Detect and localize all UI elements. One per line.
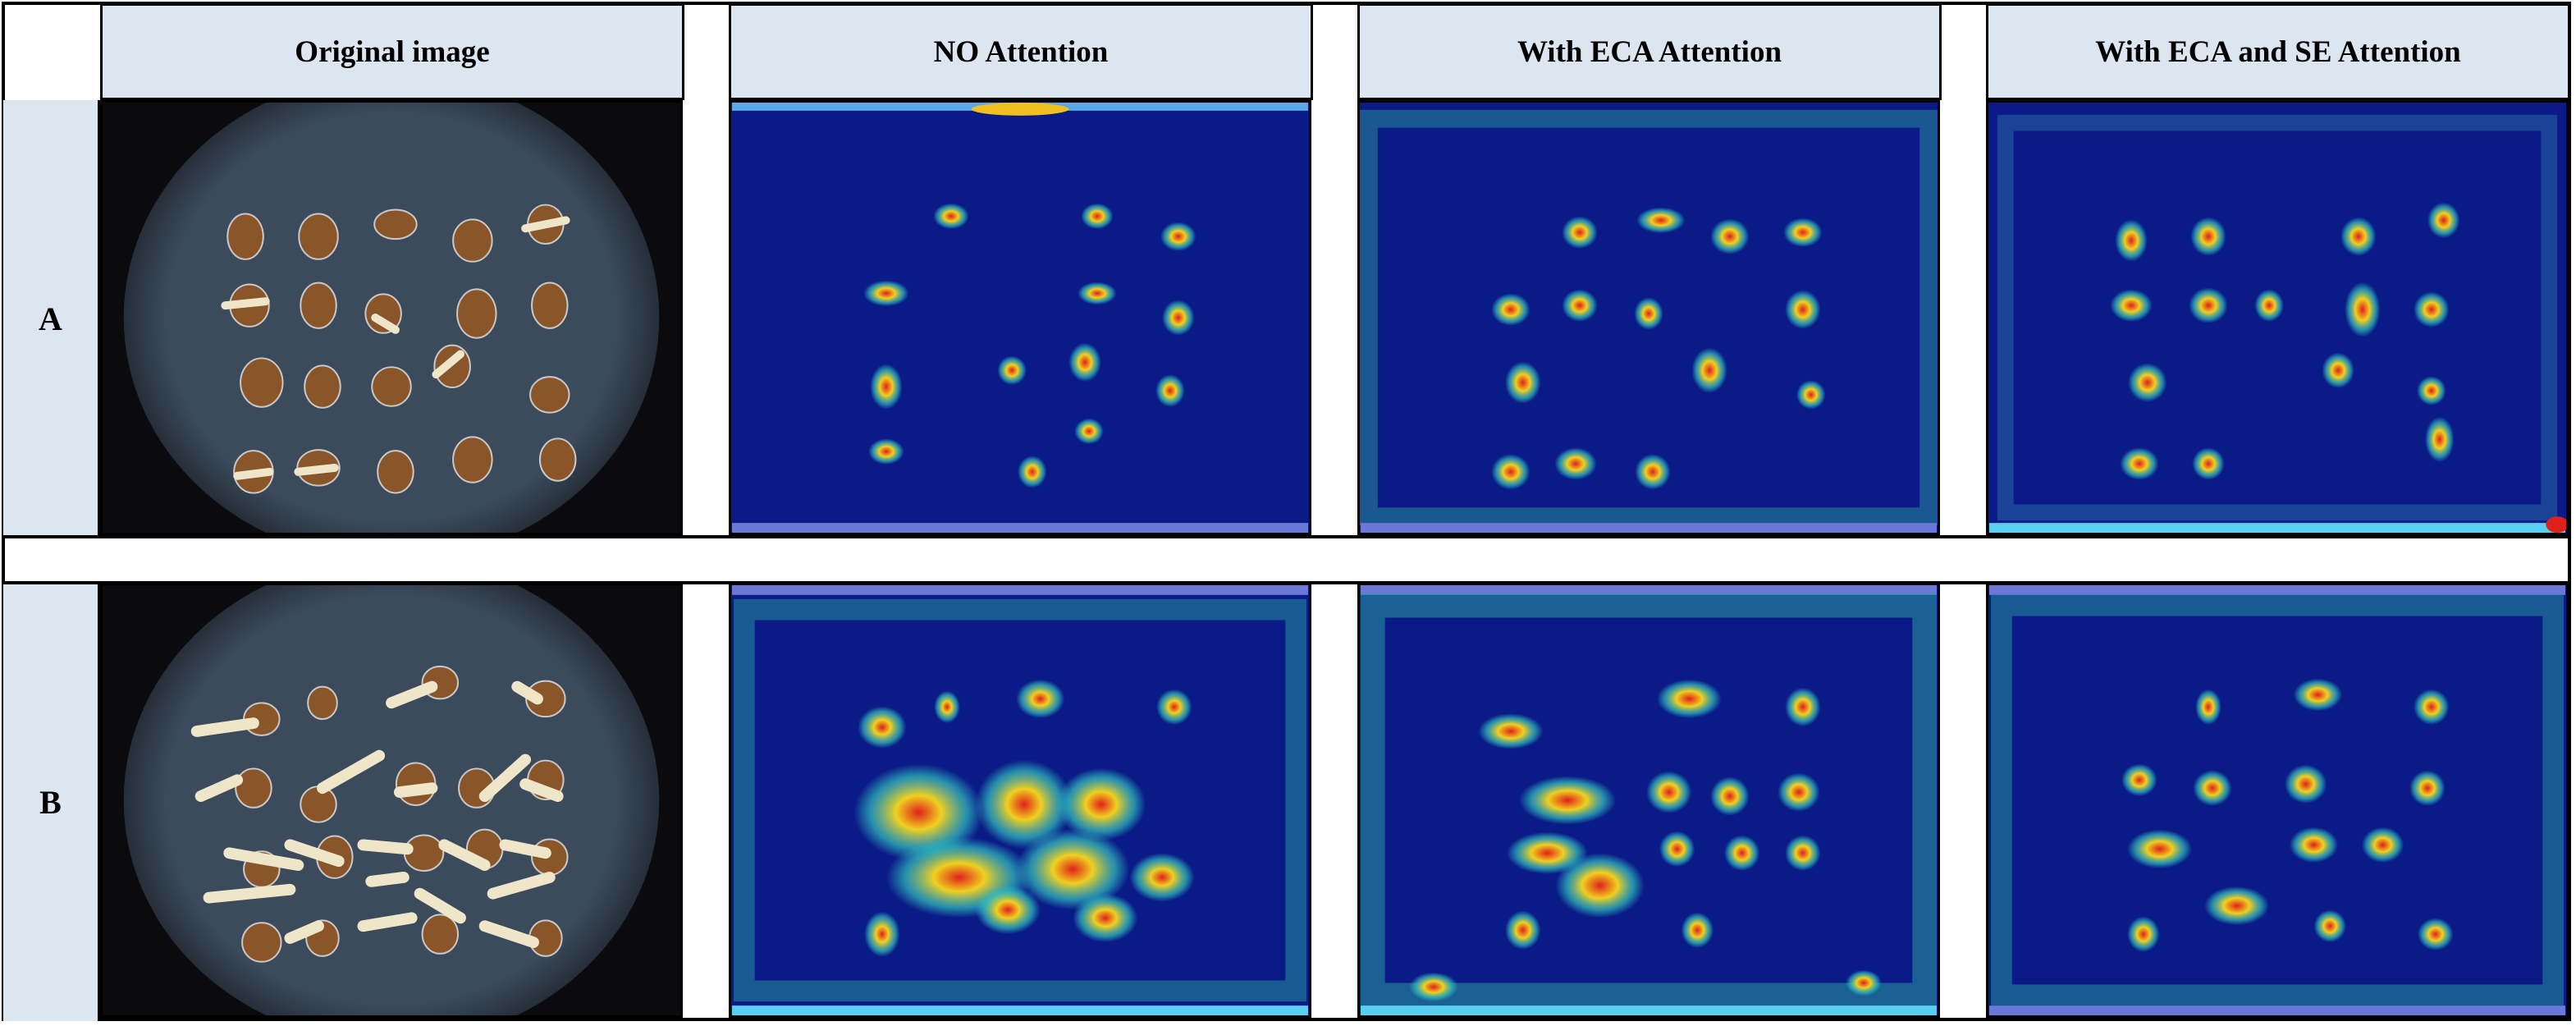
heatmap-a-eca-se — [1986, 100, 2569, 535]
image-b-original — [100, 583, 683, 1018]
heatmap-svg-b-no-attention — [732, 585, 1308, 1015]
image-a-original — [100, 100, 683, 535]
header-eca-se: With ECA and SE Attention — [1986, 3, 2570, 100]
heatmap-b-no-attention — [729, 583, 1311, 1018]
header-original: Original image — [100, 3, 684, 100]
header-eca-se-label: With ECA and SE Attention — [2095, 34, 2461, 69]
seed-photo-b — [123, 585, 660, 1015]
heatmap-svg-b-eca — [1361, 585, 1937, 1015]
heatmap-b-eca-se — [1986, 583, 2569, 1018]
row-divider-top — [3, 535, 2569, 538]
header-no-attention: NO Attention — [729, 3, 1313, 100]
heatmap-a-eca — [1357, 100, 1940, 535]
header-eca-label: With ECA Attention — [1517, 34, 1782, 69]
header-eca: With ECA Attention — [1357, 3, 1942, 100]
row-label-a: A — [3, 100, 100, 537]
row-b-text: B — [39, 783, 62, 821]
heatmap-svg-b-eca-se — [1989, 585, 2565, 1015]
heatmap-svg-a-no-attention — [732, 103, 1308, 533]
header-no-attention-label: NO Attention — [933, 34, 1109, 69]
heatmap-svg-a-eca-se — [1989, 114, 2566, 533]
heatmap-svg-a-eca — [1360, 109, 1938, 533]
heatmap-b-eca — [1357, 583, 1940, 1018]
seed-photo-a — [123, 103, 660, 533]
header-original-label: Original image — [295, 34, 490, 69]
heatmap-a-no-attention — [729, 100, 1311, 535]
row-label-b: B — [3, 583, 100, 1021]
row-a-text: A — [39, 300, 62, 337]
